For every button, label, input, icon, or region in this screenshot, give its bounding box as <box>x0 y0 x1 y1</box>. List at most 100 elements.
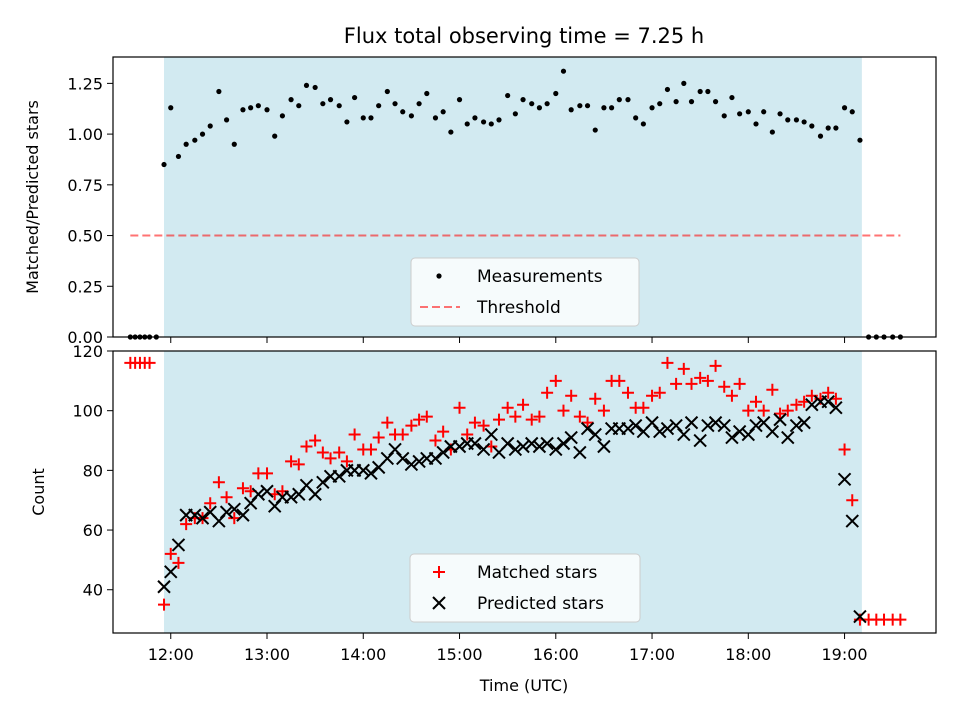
measurement-point <box>761 109 767 115</box>
matched-star-point <box>766 383 779 396</box>
predicted-star-point <box>356 463 370 478</box>
measurement-point <box>488 121 494 127</box>
measurement-point <box>785 117 791 123</box>
measurement-point <box>255 103 261 109</box>
measurement-point <box>464 121 470 127</box>
matched-star-point <box>565 389 578 402</box>
measurement-point <box>721 113 727 119</box>
chart-title: Flux total observing time = 7.25 h <box>344 24 704 48</box>
bottom-y-tick-label: 80 <box>83 461 103 480</box>
matched-star-point <box>894 613 907 626</box>
legend-marker-predicted <box>432 596 446 610</box>
matched-star-point <box>220 491 233 504</box>
matched-star-point <box>749 395 762 408</box>
matched-star-point <box>509 410 522 423</box>
predicted-star-point <box>476 442 491 457</box>
bottom-panel-frame <box>112 350 937 634</box>
measurement-point <box>616 97 622 103</box>
predicted-star-point <box>693 433 707 448</box>
predicted-star-point <box>508 442 523 457</box>
measurement-point <box>520 97 526 103</box>
x-tick-label: 19:00 <box>822 645 868 664</box>
predicted-star-point <box>773 412 787 427</box>
measurement-point <box>673 99 679 105</box>
measurement-point <box>424 90 430 97</box>
measurement-point <box>175 153 182 160</box>
matched-star-point <box>372 431 385 444</box>
matched-star-point <box>316 446 329 459</box>
measurement-point <box>161 161 167 168</box>
matched-star-point <box>613 374 626 387</box>
predicted-star-point <box>532 439 547 454</box>
measurement-point <box>199 131 206 137</box>
predicted-star-point <box>171 538 186 552</box>
predicted-star-point <box>251 487 266 501</box>
predicted-star-point <box>332 469 346 484</box>
matched-star-point <box>517 398 530 411</box>
matched-star-point <box>172 556 185 569</box>
legend-label-measurements: Measurements <box>477 267 603 287</box>
measurement-point <box>649 105 655 111</box>
measurement-point <box>248 105 254 111</box>
matched-star-point <box>158 598 171 611</box>
matched-star-point <box>557 404 570 417</box>
measurement-point <box>480 119 487 125</box>
measurement-point <box>384 88 390 95</box>
top-gridless-ticks: 0.00 0.25 0.50 0.75 1.00 1.25 <box>67 74 846 347</box>
matched-star-point <box>429 434 442 447</box>
predicted-star-point <box>404 457 419 472</box>
measurement-point <box>609 105 615 111</box>
predicted-star-point <box>452 439 467 454</box>
measurement-point <box>216 88 222 95</box>
measurement-point <box>336 103 342 109</box>
measurement-point <box>681 80 687 86</box>
measurement-point <box>560 68 567 74</box>
matched-star-point <box>661 356 674 369</box>
measurement-point <box>279 113 286 119</box>
x-tick-label: 12:00 <box>148 645 194 664</box>
measurement-point <box>817 133 824 139</box>
matched-star-point <box>364 443 377 456</box>
x-tick-label: 16:00 <box>533 645 579 664</box>
measurement-point <box>553 90 559 97</box>
matched-star-point <box>492 413 505 426</box>
predicted-star-point <box>829 400 843 415</box>
predicted-star-point <box>684 415 699 430</box>
measurement-point <box>688 99 695 105</box>
predicted-star-point <box>573 445 587 460</box>
measurement-point <box>857 137 863 143</box>
top-y-tick-label: 1.25 <box>67 74 103 93</box>
matched-star-point <box>838 443 851 456</box>
matched-star-point <box>309 434 322 447</box>
x-tick-label: 18:00 <box>725 645 771 664</box>
legend-marker-matched <box>433 566 445 578</box>
measurement-point <box>272 133 278 139</box>
matched-star-point <box>525 413 538 426</box>
legend-marker-measurements <box>436 273 442 279</box>
predicted-star-point <box>797 415 811 430</box>
matched-star-point <box>694 371 707 384</box>
matched-star-point <box>597 404 610 417</box>
predicted-star-point <box>436 445 450 460</box>
predicted-star-point <box>540 436 554 451</box>
measurement-point <box>809 123 815 129</box>
matched-star-point <box>685 377 698 390</box>
matched-star-point <box>589 392 602 405</box>
matched-star-point <box>621 386 634 399</box>
x-tick-label: 15:00 <box>436 645 482 664</box>
predicted-star-point <box>195 511 210 525</box>
measurement-point <box>657 101 663 107</box>
matched-star-point <box>637 401 650 414</box>
measurement-point <box>376 103 382 109</box>
predicted-star-point <box>556 436 571 451</box>
predicted-star-point <box>628 418 643 433</box>
predicted-star-point <box>597 439 611 454</box>
matched-star-point <box>300 440 313 453</box>
predicted-star-point <box>308 487 322 501</box>
top-y-axis-label: Matched/Predicted stars <box>23 100 42 294</box>
matched-star-point <box>725 389 738 402</box>
top-panel: 0.00 0.25 0.50 0.75 1.00 1.25 Matched/Predict… <box>23 56 937 347</box>
predicted-star-point <box>468 436 482 451</box>
measurement-point <box>841 105 848 111</box>
matched-star-point <box>646 389 659 402</box>
